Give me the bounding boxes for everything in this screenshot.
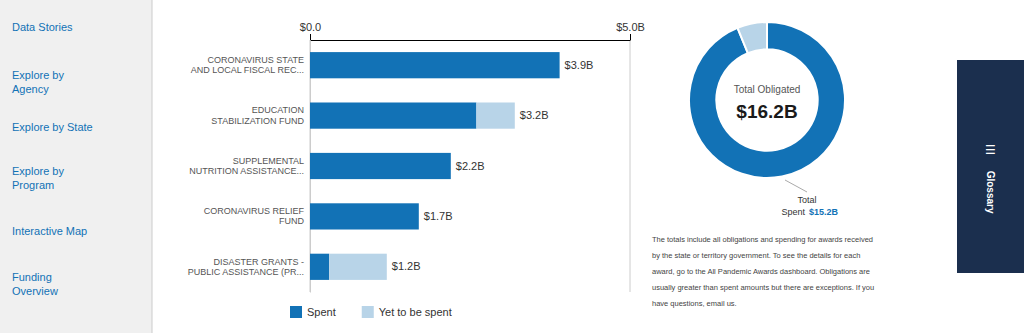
donut-slice [689,22,845,178]
glossary-tab[interactable]: ☰ Glossary [957,60,1024,273]
bar-chart: $0.0 $5.0B CORONAVIRUS STATEAND LOCAL FISC… [188,21,645,318]
description-line: award, go to the All Pandemic Awards das… [652,267,870,276]
legend-swatch [290,306,302,318]
text-line: Interactive Map [12,225,87,237]
legend-item: Spent [290,306,336,318]
tick-label: DISASTER GRANTS -PUBLIC ASSISTANCE (PR..… [188,257,304,277]
tick-label: SUPPLEMENTALNUTRITION ASSISTANCE... [189,156,304,176]
text-line: AND LOCAL FISCAL REC... [191,65,304,75]
text-line: EDUCATION [252,105,304,115]
donut-center-value: $16.2B [736,101,797,122]
nav-item[interactable]: Data Stories [12,21,73,33]
data-label: $3.2B [520,109,549,121]
bar-segment [418,203,419,229]
connector-line [785,180,807,192]
tick: SUPPLEMENTALNUTRITION ASSISTANCE... [189,156,310,176]
description-line: have questions, email us. [652,299,737,308]
data-label: $1.2B [392,260,421,272]
legend: Spent Yet to be spent [290,306,452,318]
tick-label: $0.0 [300,21,321,33]
bar-segment [450,153,451,179]
tick: DISASTER GRANTS -PUBLIC ASSISTANCE (PR..… [188,257,310,277]
y-axis: CORONAVIRUS STATEAND LOCAL FISCAL REC...… [188,41,311,293]
description: The totals include all obligations and s… [652,235,874,308]
tick-label: $5.0B [616,21,645,33]
glossary-icon: ☰ [985,143,996,157]
sidebar-border [152,0,153,333]
nav-item[interactable]: Explore by Agency [12,69,64,95]
nav-item[interactable]: Explore by State [12,121,93,133]
description-line: The totals include all obligations and s… [652,235,873,244]
tick-label: EDUCATIONSTABILIZATION FUND [211,105,304,125]
text-line: Funding [12,271,52,283]
bar-segment [310,153,451,179]
sidebar: Data Stories Explore by Agency Explore by S… [0,0,152,333]
donut-slice [738,22,768,53]
bar-segment [310,102,476,128]
bars [310,52,560,280]
tick: CORONAVIRUS STATEAND LOCAL FISCAL REC... [191,55,310,75]
tick-mark [310,34,311,40]
text-line: Explore by [12,69,64,81]
annotation: Spent [781,207,805,217]
data-label: $2.2B [456,160,485,172]
bar-segment [310,254,329,280]
axis-line [311,40,631,41]
page: Data Stories Explore by Agency Explore by S… [0,0,1024,333]
bar-segment [329,254,387,280]
tick-mark [630,34,631,40]
bar-segment [310,52,560,78]
text-line: Explore by [12,165,64,177]
text-line: NUTRITION ASSISTANCE... [189,166,304,176]
data-label: $1.7B [424,210,453,222]
text-line: FUND [279,216,304,226]
text-line: DISASTER GRANTS - [213,257,304,267]
data-label: $3.9B [565,59,594,71]
text-line: SUPPLEMENTAL [233,156,304,166]
legend-item: Yet to be spent [362,306,452,318]
annotation: $15.2B [809,207,839,217]
nav-item[interactable]: Explore by Program [12,165,64,191]
text-line: PUBLIC ASSISTANCE (PR... [188,267,304,277]
description-line: by the state or territory government. To… [652,251,860,260]
text-line: STABILIZATION FUND [211,116,304,126]
tick: CORONAVIRUS RELIEFFUND [204,206,310,226]
text-line: CORONAVIRUS RELIEF [204,206,305,216]
donut-chart: Total Obligated $16.2B [689,22,845,178]
text-line: CORONAVIRUS STATE [207,55,304,65]
legend-label: Spent [307,306,336,318]
text-line: Data Stories [12,21,73,33]
grid-line [630,40,631,292]
grid [310,40,630,292]
x-axis: $0.0 $5.0B [300,21,645,41]
description-line: usually greater than spent amounts but t… [652,283,874,292]
legend-label: Yet to be spent [379,306,452,318]
tick: $0.0 [300,21,321,40]
tick: $5.0B [616,21,645,40]
tick-label: CORONAVIRUS RELIEFFUND [204,206,305,226]
glossary-label: Glossary [985,171,996,214]
annotation: Total [797,195,816,205]
bar-segment [310,203,419,229]
legend-swatch [362,306,374,318]
data-labels: $3.9B $3.2B $2.2B $1.7B $1.2B [392,59,594,273]
bar-segment [559,52,560,78]
donut-center-label: Total Obligated [734,84,801,95]
text-line: Program [12,179,54,191]
text-line: Agency [12,83,49,95]
tick: EDUCATIONSTABILIZATION FUND [211,105,310,125]
nav-item[interactable]: Funding Overview [12,271,58,297]
sidebar-background [0,0,152,333]
text-line: Overview [12,285,58,297]
text-line: Explore by State [12,121,93,133]
tick-label: CORONAVIRUS STATEAND LOCAL FISCAL REC... [191,55,304,75]
nav-item[interactable]: Interactive Map [12,225,87,237]
bar-segment [476,102,514,128]
glossary-background [957,60,1024,273]
